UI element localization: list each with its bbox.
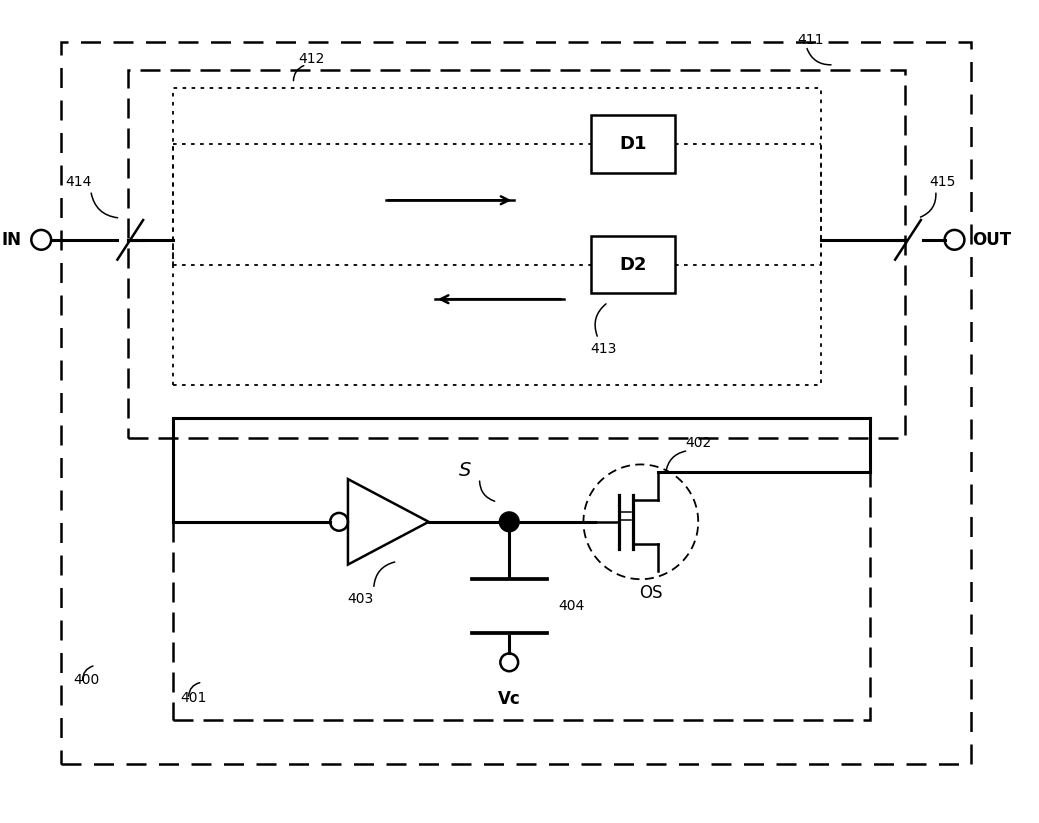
- Bar: [61, 42, 971, 765]
- Text: 411: 411: [798, 33, 824, 47]
- Bar: [172, 418, 871, 720]
- Text: OS: OS: [639, 584, 663, 602]
- Text: 400: 400: [73, 673, 99, 687]
- Text: 403: 403: [348, 592, 374, 606]
- Text: D1: D1: [619, 135, 646, 153]
- Text: 414: 414: [65, 175, 92, 189]
- Text: IN: IN: [1, 230, 22, 249]
- Bar: [172, 88, 821, 385]
- Text: D2: D2: [619, 256, 646, 273]
- Bar: [591, 115, 675, 173]
- Text: OUT: OUT: [973, 230, 1011, 249]
- Text: S: S: [458, 461, 471, 480]
- Circle shape: [500, 512, 520, 532]
- Text: 401: 401: [181, 691, 207, 705]
- Text: Vc: Vc: [498, 690, 521, 708]
- Bar: [128, 70, 905, 438]
- Text: 404: 404: [559, 599, 585, 613]
- Text: 402: 402: [685, 435, 712, 449]
- Text: 413: 413: [590, 342, 616, 356]
- Bar: [591, 236, 675, 293]
- Text: 415: 415: [930, 175, 956, 189]
- Text: 412: 412: [298, 52, 324, 66]
